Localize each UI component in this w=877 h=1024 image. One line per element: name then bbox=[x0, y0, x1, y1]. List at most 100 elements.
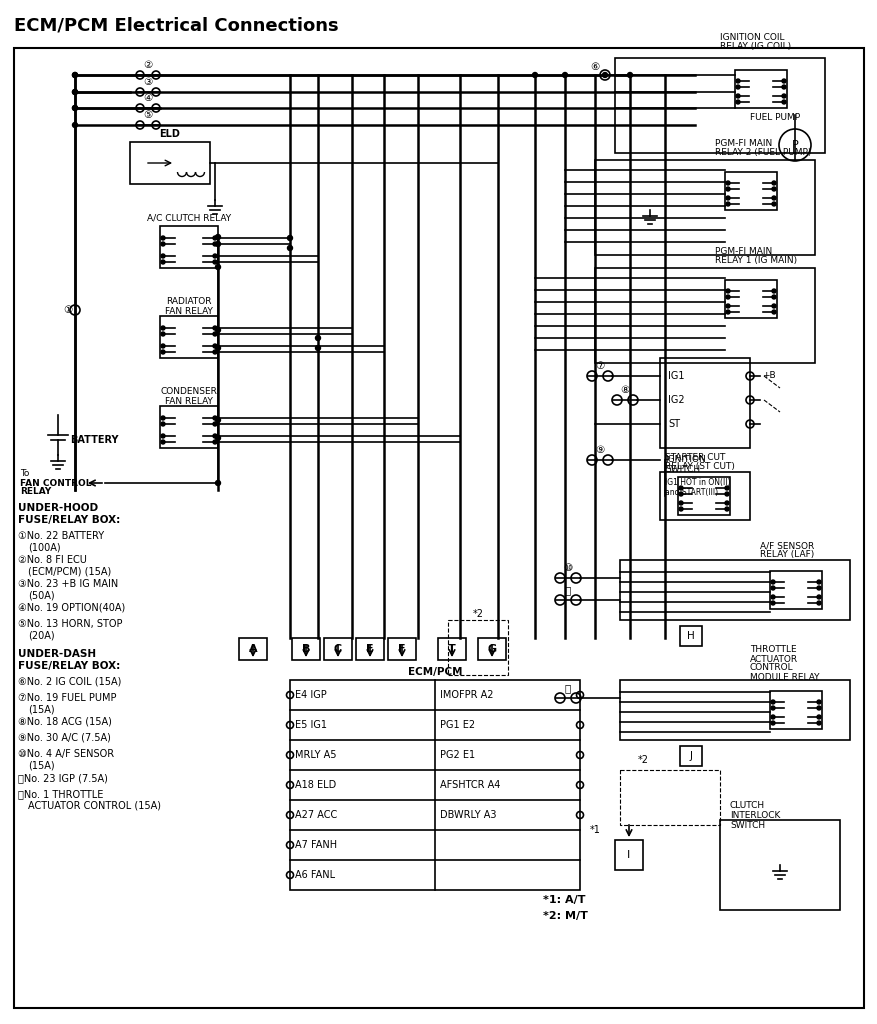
Circle shape bbox=[160, 260, 165, 264]
Text: MODULE RELAY: MODULE RELAY bbox=[749, 673, 818, 682]
Circle shape bbox=[73, 105, 77, 111]
Text: ①No. 22 BATTERY: ①No. 22 BATTERY bbox=[18, 531, 104, 541]
Text: (20A): (20A) bbox=[28, 630, 54, 640]
Circle shape bbox=[213, 326, 217, 330]
Circle shape bbox=[73, 105, 77, 111]
Circle shape bbox=[213, 236, 217, 240]
Text: ST: ST bbox=[667, 419, 679, 429]
Text: INTERLOCK: INTERLOCK bbox=[729, 811, 780, 819]
Text: ACTUATOR CONTROL (15A): ACTUATOR CONTROL (15A) bbox=[28, 800, 160, 810]
Text: ⑫No. 1 THROTTLE: ⑫No. 1 THROTTLE bbox=[18, 790, 103, 799]
Circle shape bbox=[816, 580, 820, 584]
Circle shape bbox=[735, 85, 739, 89]
Text: STARTER CUT: STARTER CUT bbox=[664, 454, 724, 463]
Text: ②: ② bbox=[143, 60, 153, 70]
Text: A27 ACC: A27 ACC bbox=[295, 810, 337, 820]
Text: ④: ④ bbox=[143, 93, 153, 103]
Circle shape bbox=[816, 595, 820, 599]
Circle shape bbox=[73, 73, 77, 78]
Text: *2: M/T: *2: M/T bbox=[542, 911, 588, 921]
Circle shape bbox=[627, 73, 631, 78]
Bar bbox=[619, 770, 719, 825]
Text: (50A): (50A) bbox=[28, 590, 54, 600]
Circle shape bbox=[725, 187, 729, 191]
Text: ③No. 23 +B IG MAIN: ③No. 23 +B IG MAIN bbox=[18, 579, 118, 589]
Circle shape bbox=[160, 440, 165, 444]
Text: FAN RELAY: FAN RELAY bbox=[165, 396, 213, 406]
Circle shape bbox=[816, 586, 820, 590]
Text: *1: *1 bbox=[589, 825, 600, 835]
Text: AFSHTCR A4: AFSHTCR A4 bbox=[439, 780, 500, 790]
Text: RELAY 2 (FUEL PUMP): RELAY 2 (FUEL PUMP) bbox=[714, 147, 810, 157]
Circle shape bbox=[770, 595, 774, 599]
Bar bbox=[677, 477, 729, 515]
Text: T: T bbox=[447, 644, 455, 654]
Bar bbox=[324, 638, 352, 660]
Text: SWITCH: SWITCH bbox=[729, 820, 764, 829]
Circle shape bbox=[725, 295, 729, 299]
Text: PG2 E1: PG2 E1 bbox=[439, 750, 474, 760]
Circle shape bbox=[771, 295, 775, 299]
Text: IGNITION: IGNITION bbox=[664, 456, 705, 465]
Text: (15A): (15A) bbox=[28, 760, 54, 770]
Text: IGNITION COIL: IGNITION COIL bbox=[719, 34, 784, 43]
Circle shape bbox=[816, 721, 820, 725]
Text: RELAY 1 (IG MAIN): RELAY 1 (IG MAIN) bbox=[714, 256, 796, 264]
Text: A7 FANH: A7 FANH bbox=[295, 840, 337, 850]
Circle shape bbox=[816, 715, 820, 719]
Text: ELD: ELD bbox=[160, 129, 181, 139]
Bar bbox=[160, 226, 217, 268]
Circle shape bbox=[770, 601, 774, 605]
Circle shape bbox=[735, 79, 739, 83]
Text: A6 FANL: A6 FANL bbox=[295, 870, 335, 880]
Bar bbox=[355, 638, 383, 660]
Text: DBWRLY A3: DBWRLY A3 bbox=[439, 810, 496, 820]
Bar bbox=[734, 70, 786, 108]
Circle shape bbox=[678, 507, 682, 511]
Text: *2: *2 bbox=[472, 609, 483, 618]
Text: (15A): (15A) bbox=[28, 705, 54, 714]
Text: ⑨: ⑨ bbox=[595, 445, 604, 455]
Text: E: E bbox=[366, 644, 374, 654]
Text: E4 IGP: E4 IGP bbox=[295, 690, 326, 700]
Circle shape bbox=[215, 435, 220, 440]
Text: UNDER-HOOD: UNDER-HOOD bbox=[18, 503, 98, 513]
Circle shape bbox=[315, 345, 320, 350]
Circle shape bbox=[160, 434, 165, 438]
Circle shape bbox=[215, 345, 220, 350]
Bar bbox=[477, 638, 505, 660]
Circle shape bbox=[771, 304, 775, 308]
Circle shape bbox=[771, 289, 775, 293]
Circle shape bbox=[213, 260, 217, 264]
Text: +B: +B bbox=[761, 372, 774, 381]
Circle shape bbox=[215, 264, 220, 269]
Circle shape bbox=[725, 289, 729, 293]
Text: IMOFPR A2: IMOFPR A2 bbox=[439, 690, 493, 700]
Circle shape bbox=[160, 242, 165, 246]
Text: A18 ELD: A18 ELD bbox=[295, 780, 336, 790]
Text: ②No. 8 FI ECU: ②No. 8 FI ECU bbox=[18, 555, 87, 565]
Bar bbox=[388, 638, 416, 660]
Bar bbox=[660, 472, 749, 520]
Text: ⑧No. 18 ACG (15A): ⑧No. 18 ACG (15A) bbox=[18, 717, 111, 727]
Text: F: F bbox=[398, 644, 405, 654]
Circle shape bbox=[602, 73, 607, 78]
Circle shape bbox=[73, 89, 77, 94]
Text: J: J bbox=[688, 751, 692, 761]
Circle shape bbox=[160, 236, 165, 240]
Bar bbox=[619, 680, 849, 740]
Text: A/F SENSOR: A/F SENSOR bbox=[759, 542, 813, 551]
Text: FUSE/RELAY BOX:: FUSE/RELAY BOX: bbox=[18, 515, 120, 525]
Circle shape bbox=[213, 254, 217, 258]
Circle shape bbox=[781, 100, 785, 104]
Text: ⑫: ⑫ bbox=[564, 683, 570, 693]
Bar bbox=[614, 58, 824, 153]
Text: THROTTLE: THROTTLE bbox=[749, 645, 795, 654]
Circle shape bbox=[816, 700, 820, 705]
Bar bbox=[130, 142, 210, 184]
Circle shape bbox=[215, 242, 220, 247]
Circle shape bbox=[771, 202, 775, 206]
Text: FAN CONTROL: FAN CONTROL bbox=[20, 478, 91, 487]
Circle shape bbox=[160, 416, 165, 420]
Circle shape bbox=[771, 310, 775, 314]
